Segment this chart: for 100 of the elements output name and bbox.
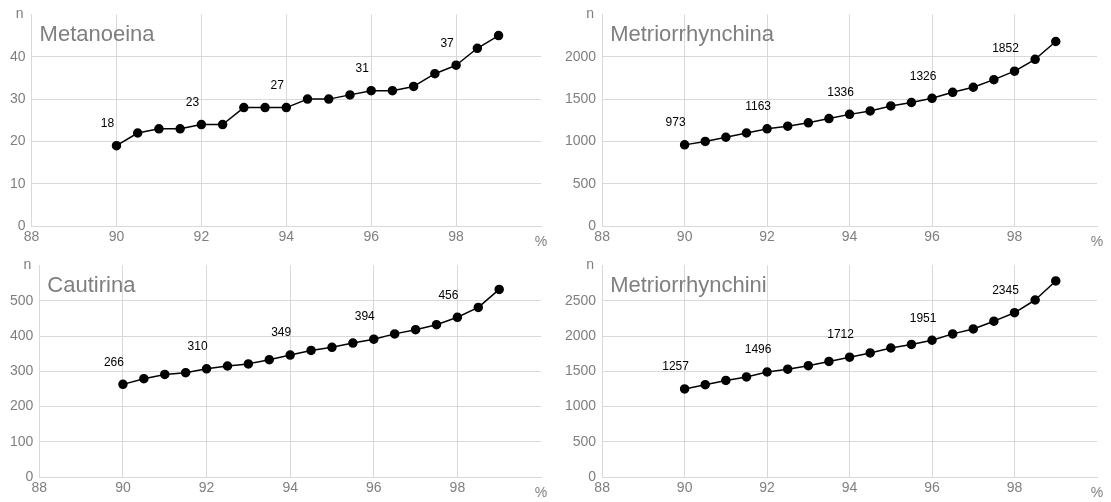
point	[201, 364, 212, 374]
point	[139, 373, 149, 384]
annotation: 1326	[909, 68, 937, 83]
x-tick-label: 98	[449, 479, 466, 496]
point	[679, 384, 690, 394]
point	[217, 119, 228, 130]
y-tick-label: 500	[572, 432, 597, 449]
point	[473, 302, 484, 313]
annotation: 37	[440, 35, 455, 50]
y-tick-label: 10	[9, 174, 26, 191]
annotation: 1852	[992, 41, 1020, 56]
point	[700, 136, 710, 147]
y-tick-label: 40	[9, 47, 26, 64]
annotation: 18	[100, 116, 115, 131]
point	[264, 354, 275, 365]
x-tick-label: 90	[676, 228, 693, 245]
point	[132, 128, 143, 138]
x-tick-label: 88	[23, 228, 40, 245]
chart-title: Metanoeina	[39, 21, 156, 47]
point	[472, 43, 483, 54]
point	[369, 334, 379, 344]
x-tick-label: 94	[841, 479, 858, 496]
point	[947, 329, 958, 339]
y-tick-label: 2000	[564, 47, 597, 64]
chart-title: Metriorrhynchina	[610, 21, 775, 47]
x-tick-label: 96	[924, 228, 941, 245]
point	[824, 356, 834, 367]
point	[493, 30, 504, 41]
point	[111, 140, 122, 151]
y-tick-label: 1000	[564, 132, 597, 149]
x-tick-label: 94	[278, 228, 295, 245]
y-axis-title: n	[15, 5, 24, 22]
point	[989, 74, 999, 85]
point	[803, 118, 814, 128]
y-tick-label: 500	[572, 174, 597, 191]
point	[410, 324, 421, 335]
annotation: 31	[355, 60, 370, 75]
point	[721, 375, 731, 386]
point	[762, 367, 772, 377]
y-tick-label: 500	[10, 291, 34, 308]
point	[302, 94, 313, 104]
y-tick-label: 2000	[564, 326, 597, 343]
point	[494, 284, 504, 295]
point	[927, 335, 937, 345]
point	[160, 369, 170, 380]
point	[408, 81, 419, 92]
point	[260, 102, 270, 113]
point	[366, 85, 376, 96]
point	[180, 367, 191, 378]
x-tick-label: 94	[282, 479, 299, 496]
point	[844, 109, 855, 120]
point	[431, 319, 442, 330]
point	[387, 85, 398, 96]
point	[222, 361, 233, 371]
point	[452, 312, 463, 323]
point	[989, 316, 999, 326]
x-tick-label: 98	[1006, 228, 1023, 245]
point	[118, 379, 128, 390]
point	[762, 124, 772, 134]
point	[285, 350, 295, 360]
y-tick-label: 1500	[564, 362, 597, 379]
point	[1009, 66, 1020, 76]
x-tick-label: 98	[1006, 479, 1023, 496]
annotation: 349	[271, 325, 292, 340]
point	[782, 121, 793, 131]
y-tick-label: 2500	[564, 291, 597, 308]
y-tick-label: 200	[10, 397, 34, 414]
point	[844, 352, 855, 362]
x-axis-title: %	[1090, 233, 1104, 250]
x-tick-label: 92	[759, 228, 776, 245]
annotation: 2345	[992, 283, 1020, 298]
point	[327, 342, 337, 353]
point	[389, 329, 400, 339]
point	[741, 372, 752, 382]
y-tick-label: 100	[10, 432, 34, 449]
annotation: 27	[270, 77, 285, 92]
x-axis-title: %	[1090, 484, 1104, 501]
point	[968, 82, 979, 93]
point	[1009, 307, 1020, 318]
point	[323, 94, 334, 104]
annotation: 973	[665, 115, 686, 130]
x-tick-label: 96	[366, 479, 382, 496]
y-tick-label: 1000	[564, 397, 597, 414]
point	[824, 113, 834, 124]
point	[741, 128, 752, 138]
point	[1051, 276, 1061, 286]
point	[451, 60, 461, 70]
y-axis-title: n	[586, 5, 595, 22]
x-tick-label: 88	[31, 479, 48, 496]
x-tick-label: 92	[198, 479, 215, 496]
x-tick-label: 98	[448, 228, 465, 245]
point	[430, 68, 440, 79]
point	[865, 106, 875, 116]
point	[886, 101, 896, 111]
x-tick-label: 92	[759, 479, 776, 496]
annotation: 266	[103, 354, 125, 369]
point	[243, 359, 254, 369]
point	[345, 90, 355, 100]
annotation: 1336	[827, 84, 855, 99]
annotation: 1496	[744, 342, 772, 357]
